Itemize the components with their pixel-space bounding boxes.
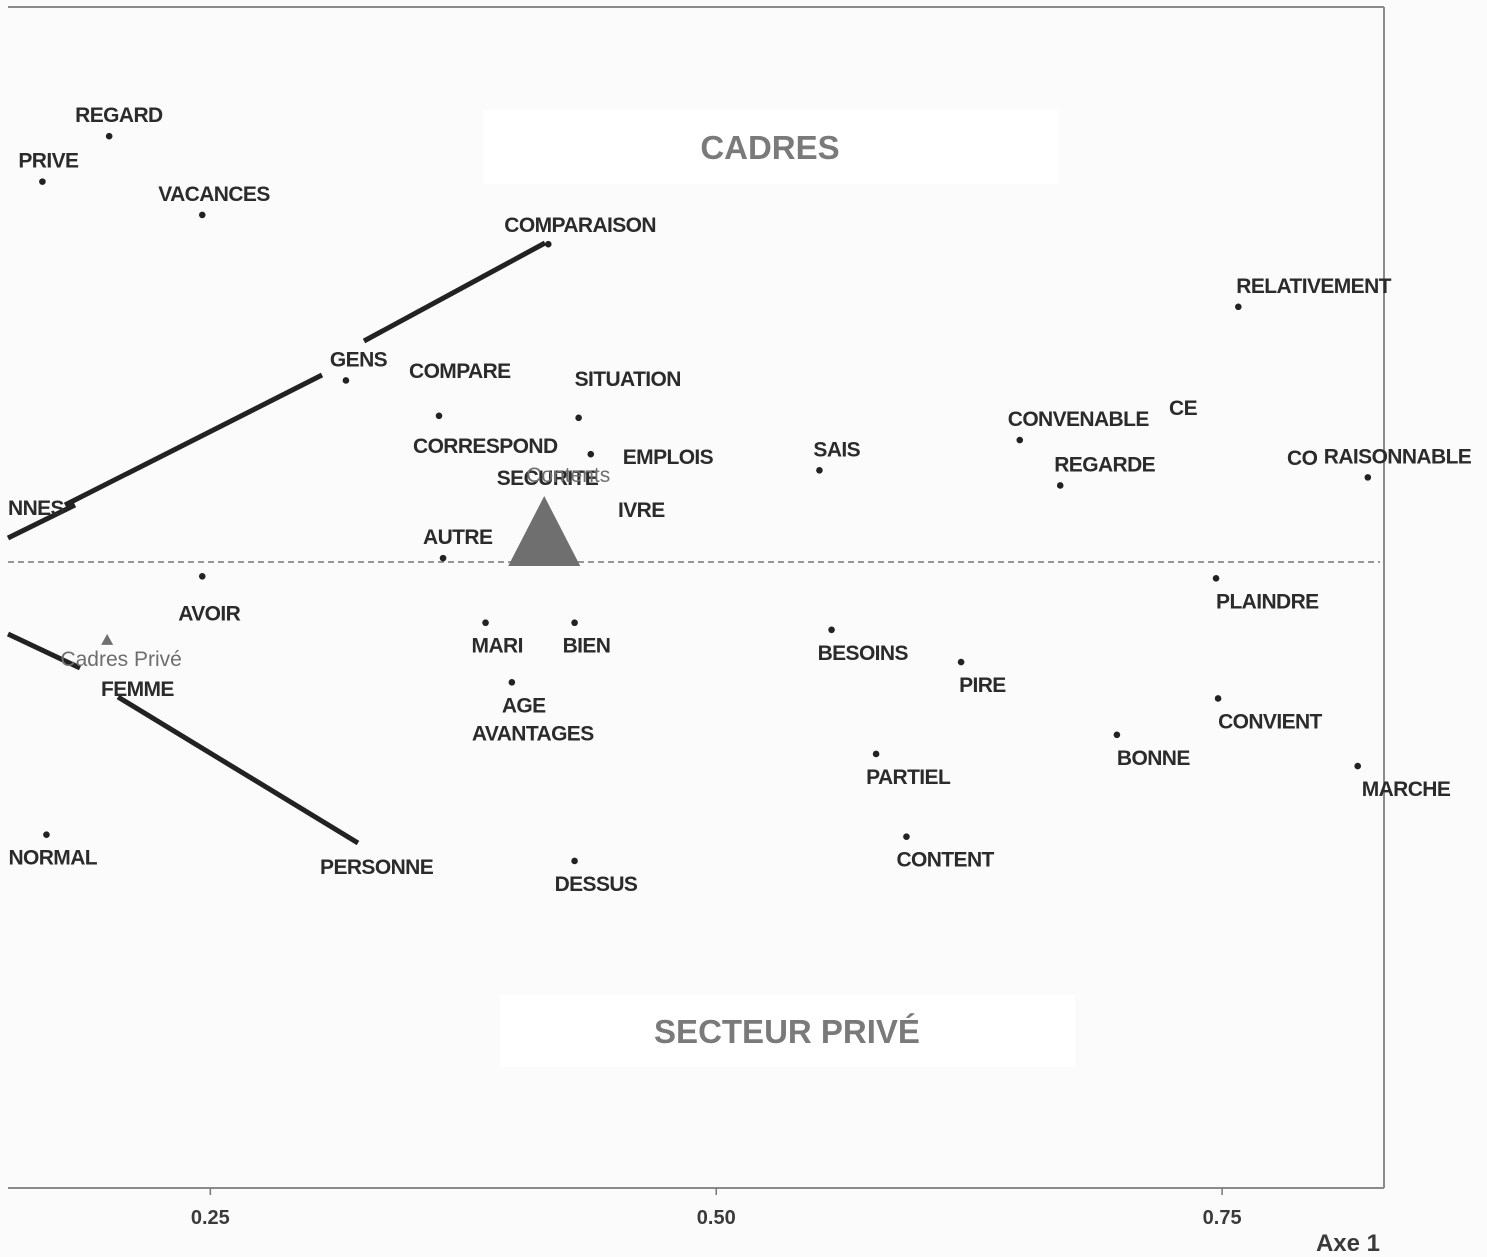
point-marker-emplois — [587, 450, 595, 458]
point-marker-normal — [43, 831, 50, 839]
point-label-avantages: AVANTAGES — [472, 722, 594, 745]
point-label-securite: SECURITE — [497, 467, 599, 490]
x-tick-label-0.75: 0.75 — [1203, 1207, 1242, 1229]
point-label-dessus: DESSUS — [555, 873, 638, 896]
point-marker-vacances — [198, 211, 206, 219]
point-label-marche: MARCHE — [1362, 778, 1451, 801]
point-marker-avoir — [198, 573, 206, 580]
point-label-besoins: BESOINS — [818, 642, 909, 665]
category-marker-contents — [508, 496, 581, 567]
region-label-cadres: CADRES — [700, 129, 839, 166]
point-label-convient: CONVIENT — [1218, 710, 1322, 733]
point-marker-bien — [571, 619, 578, 627]
point-marker-comparaison — [544, 240, 552, 248]
point-label-autre: AUTRE — [423, 526, 493, 549]
point-label-relativement: RELATIVEMENT — [1236, 275, 1391, 298]
point-label-regarde: REGARDE — [1054, 453, 1155, 476]
point-label-partiel: PARTIEL — [866, 766, 951, 789]
point-marker-mari — [482, 619, 489, 627]
point-marker-autre — [439, 554, 447, 562]
x-ticks: 0.25 0.50 0.75 — [191, 1188, 1242, 1229]
point-label-prive: PRIVE — [18, 150, 79, 173]
point-label-comparaison: COMPARAISON — [504, 214, 656, 237]
point-label-convenable: CONVENABLE — [1008, 408, 1150, 431]
category-marker-cadres-privé — [101, 633, 114, 645]
point-label-raisonnable: RAISONNABLE — [1324, 445, 1472, 468]
point-marker-convenable — [1016, 436, 1024, 444]
point-label-sais: SAIS — [813, 438, 860, 461]
partial-label-femme: FEMME — [101, 678, 174, 701]
point-marker-dessus — [571, 857, 578, 865]
x-tick-label-0.25: 0.25 — [191, 1207, 230, 1229]
point-marker-pire — [957, 658, 965, 666]
category-label-contents: Contents — [526, 464, 610, 487]
point-label-correspond: CORRESPOND — [413, 435, 558, 458]
point-marker-sais — [816, 467, 823, 474]
point-marker-convient — [1214, 695, 1222, 702]
point-marker-compare — [435, 412, 443, 420]
thick-line-lower-right — [116, 694, 360, 846]
point-label-vacances: VACANCES — [158, 183, 270, 206]
x-tick-label-0.50: 0.50 — [697, 1207, 736, 1229]
thick-line-upper-right — [362, 240, 547, 344]
point-label-emplois: EMPLOIS — [623, 446, 714, 469]
point-marker-prive — [39, 178, 46, 185]
x-axis-title: Axe 1 — [1316, 1230, 1380, 1257]
point-label-plaindre: PLAINDRE — [1216, 590, 1319, 613]
point-label-regard: REGARD — [75, 104, 163, 127]
point-label-avoir: AVOIR — [178, 602, 240, 625]
categories-layer: Contents Cadres Privé — [60, 464, 610, 671]
point-label-pire: PIRE — [959, 674, 1006, 697]
cadres-label-box — [483, 110, 1058, 184]
category-label-cadres-privé: Cadres Privé — [60, 648, 181, 671]
partial-label-ce: CE — [1169, 397, 1198, 420]
point-marker-partiel — [872, 750, 880, 758]
point-label-bonne: BONNE — [1117, 747, 1190, 770]
point-marker-bonne — [1113, 731, 1121, 739]
point-marker-gens — [342, 377, 350, 384]
point-marker-content — [903, 833, 910, 841]
point-label-normal: NORMAL — [8, 847, 97, 870]
point-label-age: AGE — [502, 694, 546, 717]
point-label-bien: BIEN — [563, 635, 611, 658]
point-label-compare: COMPARE — [409, 360, 511, 383]
partial-label-ivre: IVRE — [618, 499, 665, 522]
thick-line-upper-left — [6, 502, 77, 541]
thick-line-upper-middle — [63, 372, 324, 508]
point-marker-regard — [105, 132, 113, 140]
thick-line-lower-left — [6, 631, 82, 671]
point-marker-marche — [1354, 762, 1361, 770]
point-marker-situation — [575, 414, 582, 422]
point-label-mari: MARI — [472, 635, 523, 658]
partial-label-co: CO — [1287, 447, 1318, 470]
points-layer: REGARD PRIVE VACANCES COMPARAISON RELATIVEME… — [8, 104, 1472, 896]
point-label-content: CONTENT — [896, 849, 994, 872]
point-marker-regarde — [1056, 482, 1064, 489]
point-marker-relativement — [1235, 303, 1242, 311]
point-label-personne: PERSONNE — [320, 856, 434, 879]
point-marker-raisonnable — [1364, 474, 1372, 481]
point-marker-plaindre — [1212, 575, 1220, 582]
secteur-prive-label-box — [500, 995, 1075, 1067]
region-label-secteur-prive: SECTEUR PRIVÉ — [654, 1013, 920, 1050]
point-label-gens: GENS — [330, 348, 388, 371]
point-label-situation: SITUATION — [575, 368, 681, 391]
point-marker-age — [508, 678, 516, 686]
point-marker-besoins — [828, 626, 835, 634]
partial-label-nnes: NNES — [8, 497, 65, 520]
